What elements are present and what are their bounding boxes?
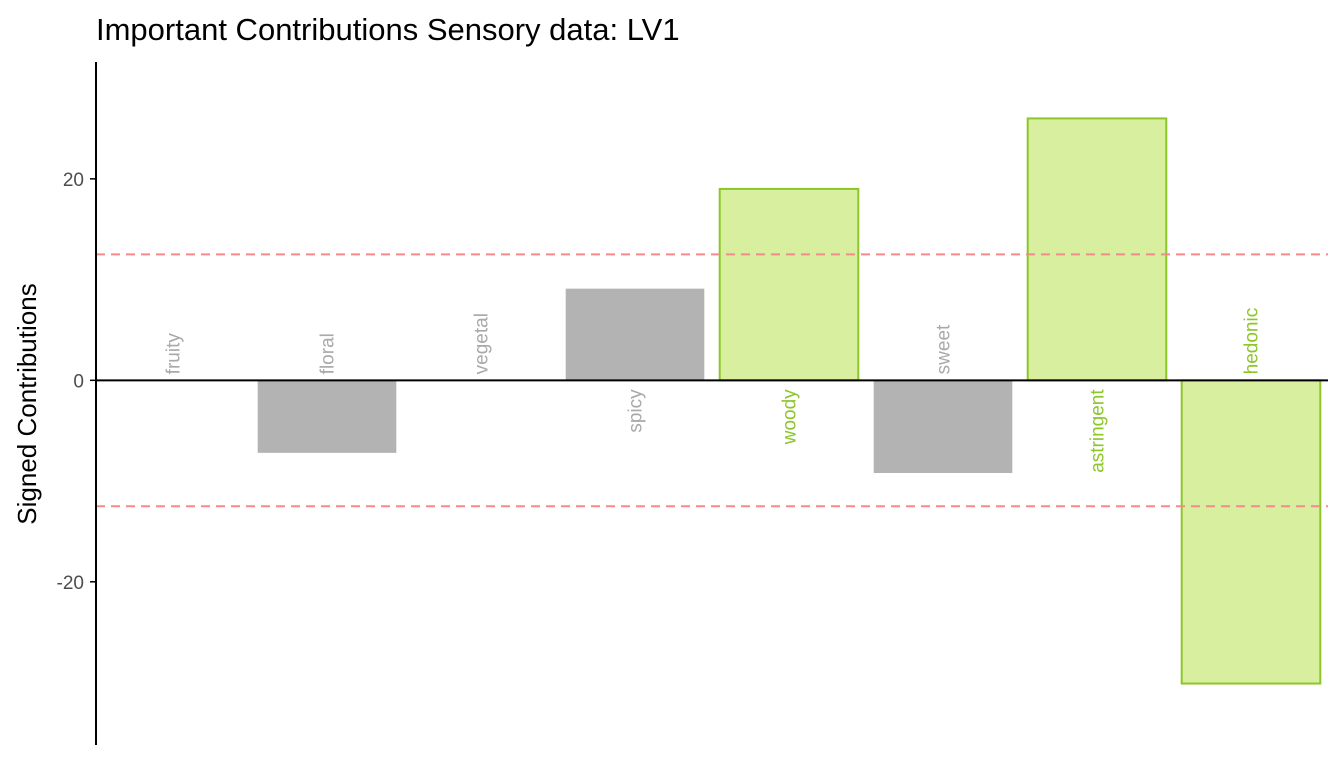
chart-title: Important Contributions Sensory data: LV… (96, 12, 680, 47)
axes-group: -20 0 20 (57, 62, 1328, 745)
threshold-lines-group (96, 253, 1328, 508)
bar-hedonic (1180, 379, 1322, 685)
bar-label-sweet: sweet (934, 324, 955, 374)
bar-label-fruity: fruity (164, 333, 185, 375)
bar-sweet (873, 380, 1013, 474)
y-tick-label: -20 (57, 573, 84, 594)
y-tick-label: 20 (63, 170, 84, 191)
bar-labels-group: fruity floral vegetal spicy woody sweet astrin… (164, 308, 1263, 473)
bar-label-spicy: spicy (626, 389, 647, 433)
bar-label-floral: floral (318, 333, 339, 374)
bar-astringent (1026, 117, 1168, 382)
bar-label-woody: woody (780, 389, 801, 445)
bar-label-astringent: astringent (1088, 389, 1109, 473)
bar-label-vegetal: vegetal (472, 313, 493, 374)
bars-group (257, 117, 1322, 685)
y-axis-label: Signed Contributions (12, 283, 42, 524)
bar-label-hedonic: hedonic (1242, 308, 1263, 375)
bar-woody (718, 187, 860, 382)
bar-spicy (565, 288, 705, 381)
bar-floral (257, 380, 397, 453)
y-tick-label: 0 (73, 371, 84, 392)
